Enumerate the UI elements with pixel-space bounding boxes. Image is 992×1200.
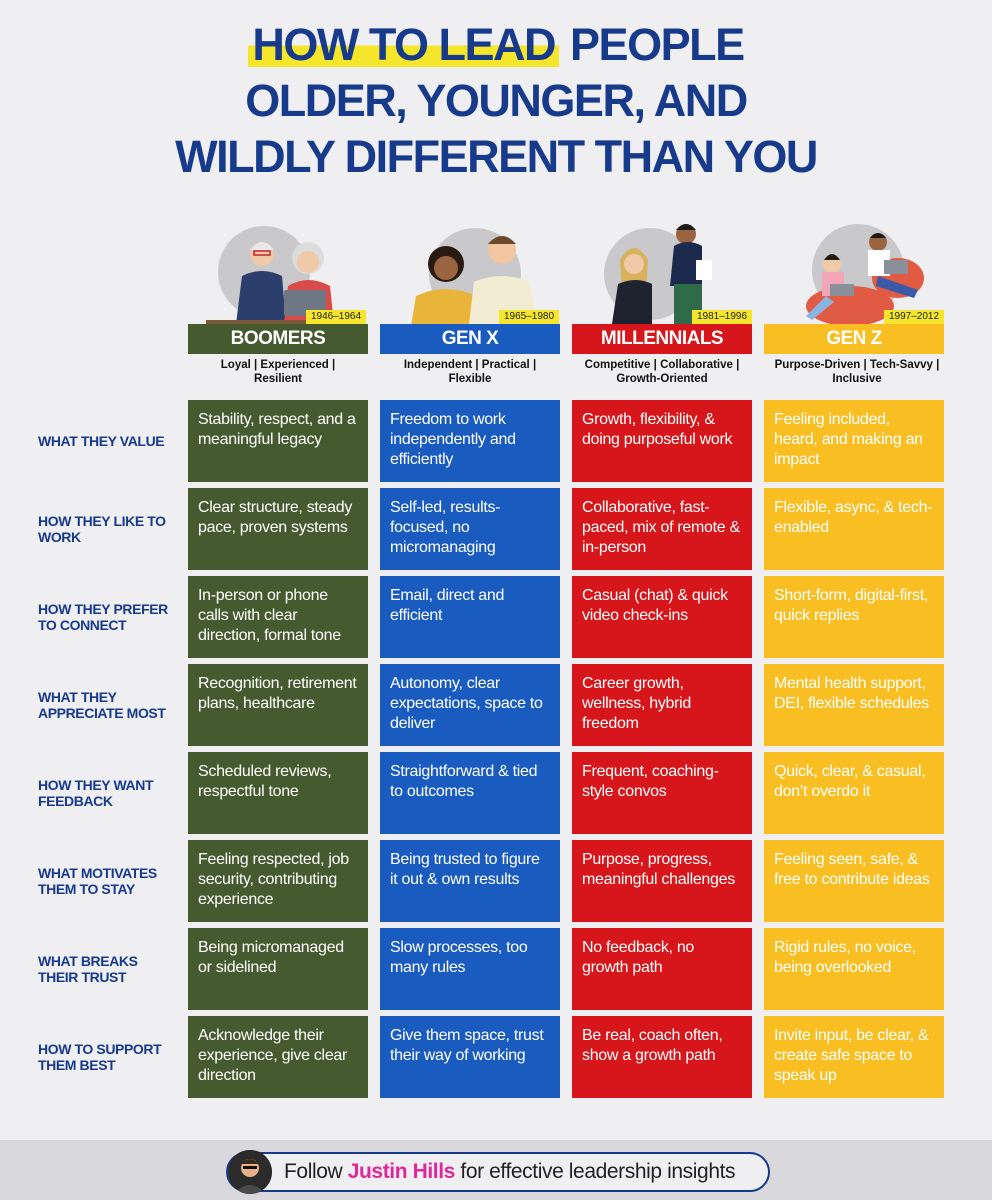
cell-millennials-value: Growth, flexibility, & doing purposeful … [572,400,752,482]
cell-millennials-trust: No feedback, no growth path [572,928,752,1010]
cell-genx-appreciate: Autonomy, clear expectations, space to d… [380,664,560,746]
cell-genx-feedback: Straightforward & tied to outcomes [380,752,560,834]
cell-millennials-connect: Casual (chat) & quick video check-ins [572,576,752,658]
follow-text: Follow Justin Hills for effective leader… [284,1160,736,1184]
cell-boomers-support: Acknowledge their experience, give clear… [188,1016,368,1098]
cell-genx-trust: Slow processes, too many rules [380,928,560,1010]
cell-millennials-support: Be real, coach often, show a growth path [572,1016,752,1098]
row-label-appreciate: WHAT THEY APPRECIATE MOST [38,689,166,721]
cell-genz-trust: Rigid rules, no voice, being overlooked [764,928,944,1010]
millennials-years: 1981–1996 [692,310,753,324]
row-label-motivates: WHAT MOTIVATES THEM TO STAY [38,865,157,897]
cell-genz-feedback: Quick, clear, & casual, don’t overdo it [764,752,944,834]
cell-millennials-work: Collaborative, fast-paced, mix of remote… [572,488,752,570]
row-label-support: HOW TO SUPPORT THEM BEST [38,1041,162,1073]
title-line-1-rest: PEOPLE [570,19,745,70]
row-label-value: WHAT THEY VALUE [38,433,165,449]
title-line-3: WILDLY DIFFERENT THAN YOU [175,131,818,182]
author-name-link[interactable]: Justin Hills [347,1160,456,1183]
millennials-traits: Competitive | Collaborative | Growth-Ori… [584,359,740,385]
cell-boomers-value: Stability, respect, and a meaningful leg… [188,400,368,482]
boomers-years: 1946–1964 [306,310,367,324]
cell-boomers-work: Clear structure, steady pace, proven sys… [188,488,368,570]
cell-genx-value: Freedom to work independently and effici… [380,400,560,482]
title-line-1: HOW TO LEAD PEOPLE [0,19,992,78]
millennials-header: MILLENNIALS [572,324,752,354]
genx-years: 1965–1980 [499,310,560,324]
boomers-traits: Loyal | Experienced | Resilient [220,359,336,385]
title-line-2: OLDER, YOUNGER, AND [245,75,748,126]
genx-header: GEN X [380,324,560,354]
genz-traits: Purpose-Driven | Tech-Savvy | Inclusive [774,359,940,385]
cell-genx-connect: Email, direct and efficient [380,576,560,658]
cell-genz-appreciate: Mental health support, DEI, flexible sch… [764,664,944,746]
row-label-feedback: HOW THEY WANT FEEDBACK [38,777,154,809]
row-label-connect: HOW THEY PREFER TO CONNECT [38,601,168,633]
cell-boomers-connect: In-person or phone calls with clear dire… [188,576,368,658]
follow-banner[interactable] [226,1152,770,1192]
cell-boomers-appreciate: Recognition, retirement plans, healthcar… [188,664,368,746]
row-label-trust: WHAT BREAKS THEIR TRUST [38,953,138,985]
cell-genx-support: Give them space, trust their way of work… [380,1016,560,1098]
follow-prefix: Follow [284,1160,348,1183]
boomers-header: BOOMERS [188,324,368,354]
author-avatar [228,1150,272,1194]
cell-genz-support: Invite input, be clear, & create safe sp… [764,1016,944,1098]
cell-millennials-motivates: Purpose, progress, meaningful challenges [572,840,752,922]
follow-suffix: for effective leadership insights [454,1160,736,1183]
millennials-illustration [590,220,760,332]
cell-boomers-trust: Being micromanaged or sidelined [188,928,368,1010]
cell-genz-work: Flexible, async, & tech-enabled [764,488,944,570]
cell-genz-connect: Short-form, digital-first, quick replies [764,576,944,658]
cell-millennials-feedback: Frequent, coaching-style convos [572,752,752,834]
cell-genx-motivates: Being trusted to figure it out & own res… [380,840,560,922]
cell-millennials-appreciate: Career growth, wellness, hybrid freedom [572,664,752,746]
genz-illustration [786,220,956,332]
cell-genz-motivates: Feeling seen, safe, & free to contribute… [764,840,944,922]
genx-traits: Independent | Practical | Flexible [403,359,537,385]
cell-genz-value: Feeling included, heard, and making an i… [764,400,944,482]
title-highlight: HOW TO LEAD [248,19,560,70]
genz-years: 1997–2012 [884,310,945,324]
row-label-work: HOW THEY LIKE TO WORK [38,513,166,545]
genz-header: GEN Z [764,324,944,354]
page-title: HOW TO LEAD PEOPLE OLDER, YOUNGER, AND W… [0,19,992,190]
cell-genx-work: Self-led, results-focused, no micromanag… [380,488,560,570]
cell-boomers-motivates: Feeling respected, job security, contrib… [188,840,368,922]
cell-boomers-feedback: Scheduled reviews, respectful tone [188,752,368,834]
